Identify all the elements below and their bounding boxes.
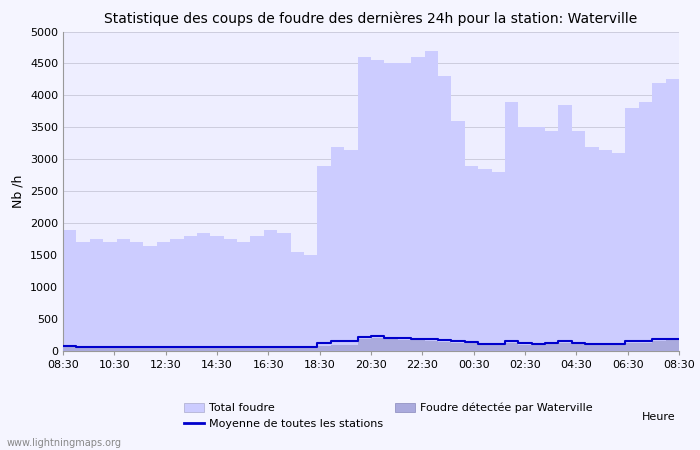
Legend: Total foudre, Moyenne de toutes les stations, Foudre détectée par Waterville: Total foudre, Moyenne de toutes les stat… xyxy=(179,398,597,433)
Y-axis label: Nb /h: Nb /h xyxy=(11,175,25,208)
Text: Heure: Heure xyxy=(642,412,675,422)
Title: Statistique des coups de foudre des dernières 24h pour la station: Waterville: Statistique des coups de foudre des dern… xyxy=(104,12,638,26)
Text: www.lightningmaps.org: www.lightningmaps.org xyxy=(7,438,122,448)
